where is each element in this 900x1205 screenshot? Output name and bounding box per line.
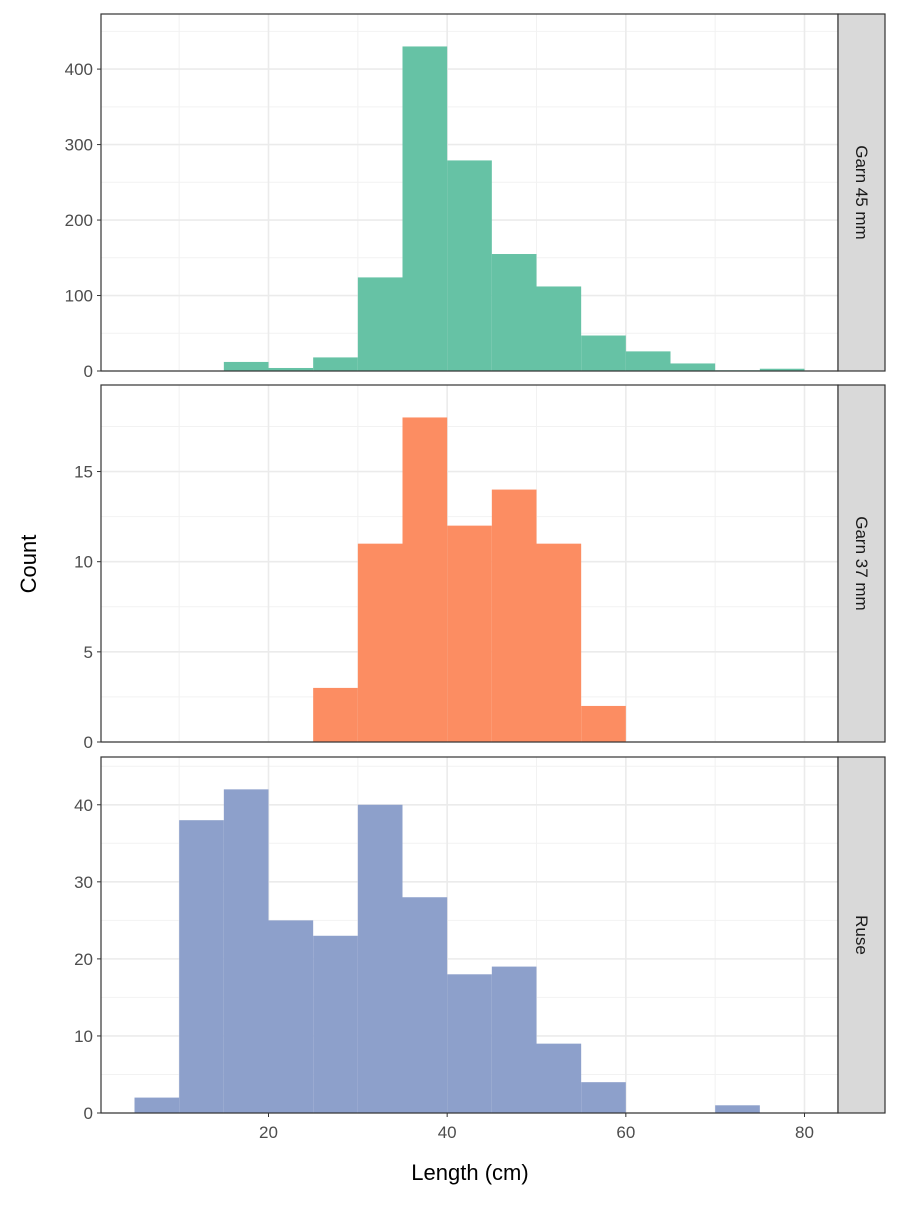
- histogram-bar: [581, 705, 626, 742]
- histogram-bar: [581, 335, 626, 371]
- y-tick-label: 100: [65, 287, 93, 306]
- y-tick-label: 40: [74, 796, 93, 815]
- y-tick-label: 200: [65, 211, 93, 230]
- x-tick-label: 20: [259, 1123, 278, 1142]
- facet-strip-label: Ruse: [852, 915, 871, 955]
- y-tick-label: 20: [74, 950, 93, 969]
- histogram-bar: [447, 974, 492, 1113]
- histogram-bar: [313, 687, 358, 742]
- histogram-bar: [581, 1082, 626, 1113]
- facet-strip-label: Garn 37 mm: [852, 516, 871, 610]
- facet-strip: [837, 13, 886, 372]
- histogram-bar: [536, 1043, 582, 1113]
- histogram-bar: [313, 935, 358, 1113]
- histogram-bar: [402, 417, 448, 742]
- histogram-bar: [268, 367, 314, 371]
- y-tick-label: 10: [74, 553, 93, 572]
- histogram-bar: [536, 543, 582, 742]
- histogram-bar: [268, 920, 314, 1113]
- y-axis-label: Count: [16, 535, 41, 594]
- histogram-bar: [625, 351, 671, 371]
- y-tick-label: 0: [84, 362, 93, 381]
- histogram-bar: [447, 160, 492, 371]
- histogram-bar: [357, 543, 403, 742]
- histogram-bar: [357, 804, 403, 1113]
- histogram-bar: [223, 361, 269, 371]
- histogram-bar: [402, 897, 448, 1113]
- histogram-bar: [447, 525, 492, 742]
- y-tick-label: 400: [65, 60, 93, 79]
- histogram-bar: [536, 286, 582, 371]
- histogram-bar: [357, 277, 403, 371]
- histogram-bar: [134, 1097, 180, 1113]
- x-tick-label: 80: [795, 1123, 814, 1142]
- histogram-bar: [491, 489, 537, 742]
- histogram-bar: [223, 789, 269, 1113]
- facet-strip-label: Garn 45 mm: [852, 145, 871, 239]
- x-tick-label: 60: [616, 1123, 635, 1142]
- y-tick-label: 0: [84, 1104, 93, 1123]
- histogram-bar: [759, 368, 805, 371]
- x-axis-label: Length (cm): [411, 1160, 528, 1185]
- y-tick-label: 15: [74, 463, 93, 482]
- y-tick-label: 300: [65, 136, 93, 155]
- facet-strip: [837, 756, 886, 1114]
- x-tick-label: 40: [438, 1123, 457, 1142]
- histogram-bar: [402, 46, 448, 372]
- histogram-bar: [715, 1105, 760, 1113]
- histogram-bar: [313, 357, 358, 371]
- histogram-bar: [491, 966, 537, 1113]
- y-tick-label: 0: [84, 733, 93, 752]
- histogram-bar: [670, 363, 716, 371]
- histogram-bar: [179, 820, 224, 1113]
- y-tick-label: 30: [74, 873, 93, 892]
- y-tick-label: 10: [74, 1027, 93, 1046]
- histogram-bar: [491, 254, 537, 371]
- facet-strip: [837, 384, 886, 743]
- y-tick-label: 5: [84, 643, 93, 662]
